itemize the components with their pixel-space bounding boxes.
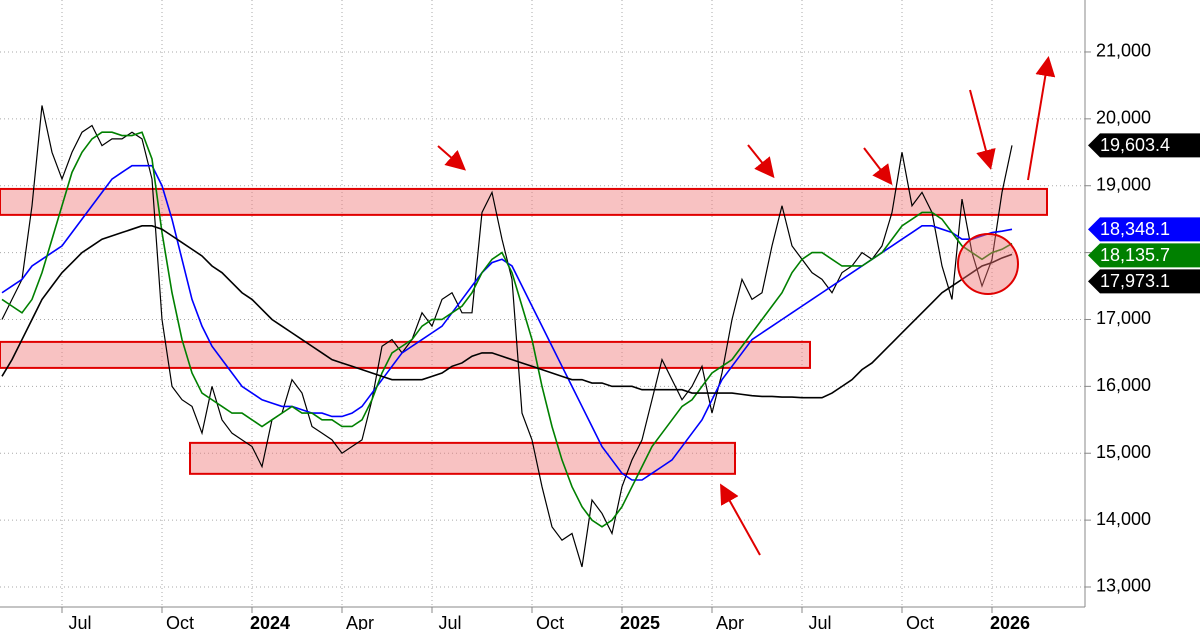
y-tick-label: 17,000 [1096, 308, 1151, 328]
x-tick-label: 2024 [250, 613, 290, 630]
value-label: 19,603.4 [1100, 135, 1170, 155]
zones [0, 187, 1048, 475]
x-tick-label: Jul [438, 613, 461, 630]
x-tick-label: Oct [906, 613, 934, 630]
value-tag [1088, 133, 1200, 158]
value-label: 18,135.7 [1100, 245, 1170, 265]
y-tick-label: 13,000 [1096, 576, 1151, 596]
y-tick-label: 16,000 [1096, 375, 1151, 395]
x-tick-label: 2026 [990, 613, 1030, 630]
y-tick-label: 15,000 [1096, 442, 1151, 462]
x-tick-label: Oct [166, 613, 194, 630]
arrow [863, 147, 893, 186]
x-tick-label: Apr [346, 613, 374, 630]
support-zone [0, 340, 811, 369]
x-tick-label: Oct [536, 613, 564, 630]
y-tick-label: 14,000 [1096, 509, 1151, 529]
series-line [1, 225, 1013, 399]
series [1, 105, 1013, 568]
value-tag [1088, 269, 1200, 294]
arrow [437, 145, 467, 171]
series-line [1, 105, 1013, 568]
x-tick-label: Apr [716, 613, 744, 630]
value-label: 18,348.1 [1100, 219, 1170, 239]
support-zone [0, 187, 1048, 216]
arrow [969, 89, 996, 170]
grid [0, 0, 1085, 607]
y-tick-label: 21,000 [1096, 41, 1151, 61]
arrow [747, 144, 775, 179]
highlight-circle [957, 233, 1019, 295]
series-line [1, 131, 1013, 528]
labels: 13,00014,00015,00016,00017,00018,00019,0… [61, 41, 1200, 633]
x-tick-label: 2025 [620, 613, 660, 630]
value-tag [1088, 217, 1200, 242]
value-tag [1088, 243, 1200, 268]
support-zone [189, 441, 736, 475]
arrow [1027, 56, 1056, 181]
y-tick-label: 20,000 [1096, 108, 1151, 128]
arrow [720, 483, 761, 556]
annotations [437, 56, 1056, 556]
value-label: 17,973.1 [1100, 271, 1170, 291]
y-tick-label: 19,000 [1096, 174, 1151, 194]
x-tick-label: Jul [68, 613, 91, 630]
x-tick-label: Jul [808, 613, 831, 630]
